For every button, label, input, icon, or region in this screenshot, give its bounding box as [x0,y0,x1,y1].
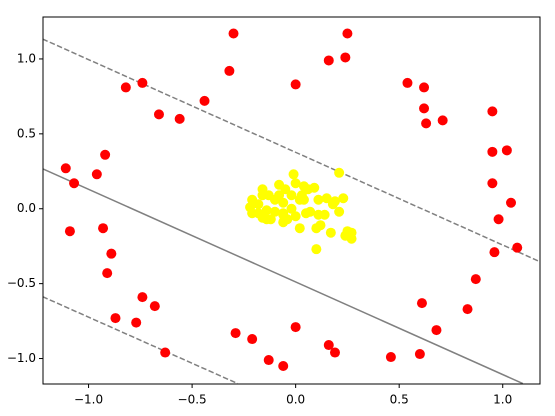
point [106,248,117,259]
point [487,146,498,157]
point [278,209,289,220]
point [98,223,109,234]
point [286,203,297,214]
point [385,352,396,363]
y-tick-label: −1.0 [7,351,36,365]
point [137,77,148,88]
point [305,206,316,217]
point [174,113,185,124]
point [120,82,131,93]
point [470,274,481,285]
x-tick-label: −0.5 [178,393,207,407]
point [311,244,322,255]
point [278,217,289,228]
point [462,304,473,315]
point [64,226,75,237]
point [149,301,160,312]
point [294,194,305,205]
point [342,28,353,39]
point [431,325,442,336]
point [160,347,171,358]
y-tick-label: 0.0 [17,201,36,215]
point [230,328,241,339]
point [329,347,340,358]
point [288,169,299,180]
point [414,349,425,360]
point [346,233,357,244]
point [487,178,498,189]
point [325,227,336,238]
point [506,197,517,208]
x-tick-label: −1.0 [74,393,103,407]
point [280,184,291,195]
point [263,355,274,366]
point [334,206,345,217]
point [290,322,301,333]
point [199,95,210,106]
point [493,214,504,225]
point [247,208,258,219]
point [419,103,430,114]
point [315,220,326,231]
point [340,52,351,63]
point [137,292,148,303]
point [402,77,413,88]
point [487,106,498,117]
point [228,28,239,39]
point [69,178,80,189]
point [131,317,142,328]
point [224,65,235,76]
point [489,247,500,258]
y-tick-label: 0.5 [17,126,36,140]
point [338,193,349,204]
point [501,145,512,156]
point [290,178,301,189]
point [257,190,268,201]
y-tick-label: 1.0 [17,51,36,65]
point [100,149,111,160]
point [269,206,280,217]
point [261,205,272,216]
point [323,55,334,66]
point [334,167,345,178]
plot-frame [42,16,541,385]
point [261,214,272,225]
point [278,197,289,208]
point [278,361,289,372]
point [512,242,523,253]
boundary-line [43,38,540,263]
y-tick-label: −0.5 [7,276,36,290]
point [313,209,324,220]
point [416,298,427,309]
boundary-line [43,168,524,384]
point [253,199,264,210]
point [91,169,102,180]
point [110,313,121,324]
point [329,196,340,207]
point [321,193,332,204]
point [313,194,324,205]
point [298,181,309,192]
point [290,211,301,222]
point [294,223,305,234]
point [309,182,320,193]
boundary-line [43,296,238,384]
point [153,109,164,120]
point [286,190,297,201]
point [421,118,432,129]
x-tick-label: 0.5 [390,393,409,407]
point [60,163,71,174]
point [102,268,113,279]
x-tick-label: 0.0 [286,393,305,407]
point [419,82,430,93]
point [437,115,448,126]
point [274,190,285,201]
x-tick-label: 1.0 [493,393,512,407]
point [247,334,258,345]
point [323,340,334,351]
point [290,79,301,90]
